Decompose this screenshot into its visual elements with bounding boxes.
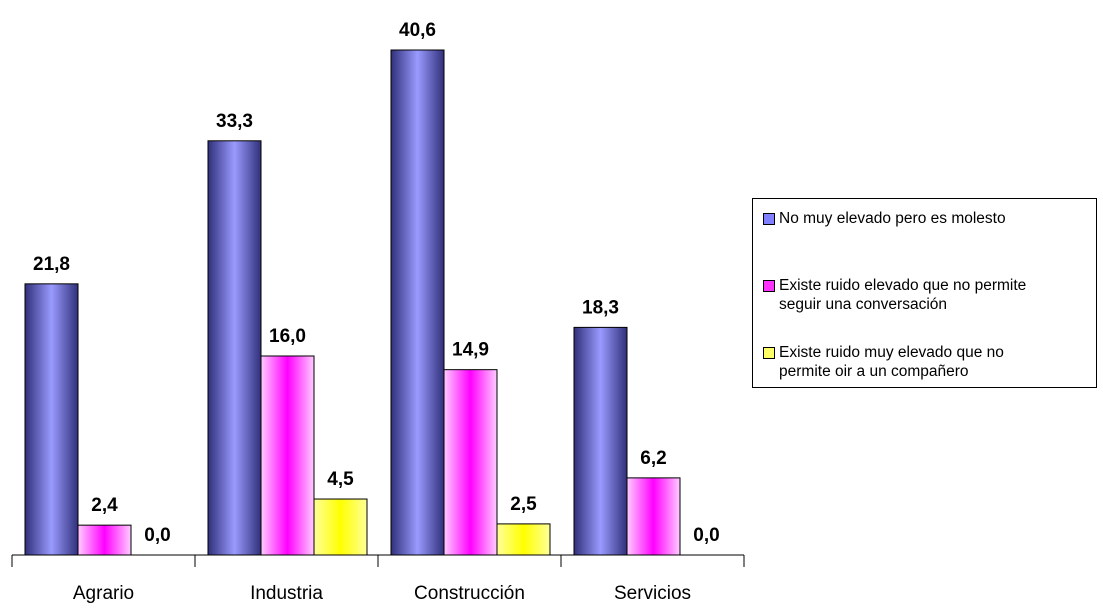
bar-construcción-series-2 [443,369,498,556]
legend-item-series-2: Existe ruido elevado que no permite segu… [763,276,1099,314]
value-label-servicios-series-1: 18,3 [582,297,619,318]
category-label-construcción: Construcción [414,583,525,604]
legend-item-series-3: Existe ruido muy elevado que no permite … [763,343,1099,381]
bar-construcción-series-1 [390,49,445,556]
value-label-industria-series-2: 16,0 [269,326,306,347]
bars-layer [24,49,681,556]
legend-swatch-series-2 [763,280,775,292]
value-label-agrario-series-2: 2,4 [91,495,118,516]
category-label-industria: Industria [250,583,323,604]
bar-construcción-series-3 [496,523,551,556]
value-label-construcción-series-3: 2,5 [510,494,537,515]
value-label-industria-series-1: 33,3 [216,111,253,132]
legend-label-series-1: No muy elevado pero es molesto [779,210,1006,227]
value-label-industria-series-3: 4,5 [327,469,354,490]
bar-agrario-series-1 [24,283,79,556]
legend-swatch-series-3 [763,347,775,359]
bar-servicios-series-1 [573,326,628,556]
legend-label-series-2: Existe ruido elevado que no permite segu… [779,277,1027,313]
bar-agrario-series-2 [77,524,132,556]
value-label-servicios-series-2: 6,2 [640,448,666,469]
value-labels-layer: 21,8 2,4 0,0 33,3 16,0 4,5 40,6 14,9 2,5 18,3 6,2 0… [33,20,720,546]
value-label-construcción-series-2: 14,9 [452,340,489,361]
legend-swatch-series-1 [763,213,775,225]
legend: No muy elevado pero es molesto Existe ru… [752,198,1097,388]
value-label-agrario-series-3: 0,0 [144,525,170,546]
legend-item-series-1: No muy elevado pero es molesto [763,209,1099,228]
category-label-agrario: Agrario [73,583,134,604]
bar-servicios-series-2 [626,477,681,556]
legend-label-series-3: Existe ruido muy elevado que no permite … [779,344,1004,380]
category-label-servicios: Servicios [614,583,691,604]
bar-industria-series-2 [260,355,315,556]
value-label-servicios-series-3: 0,0 [693,525,719,546]
value-label-agrario-series-1: 21,8 [33,254,70,275]
x-axis: Agrario Industria Construcción Servicios [11,554,745,604]
value-label-construcción-series-1: 40,6 [399,20,436,41]
bar-industria-series-1 [207,140,262,556]
bar-industria-series-3 [313,498,368,556]
